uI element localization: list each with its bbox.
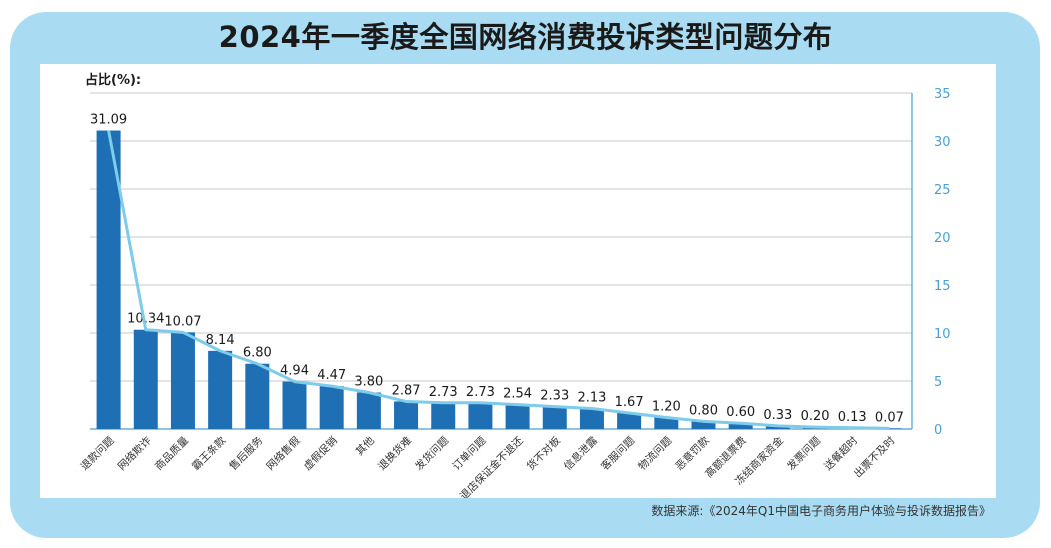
category-label: 虚假促销 xyxy=(301,434,340,473)
chart-panel: 占比(%): 0 5 10 15 20 25 30 35 31.09 退款问题 10.34 网络欺诈 10… xyxy=(40,64,996,498)
category-label: 其他 xyxy=(353,434,377,458)
data-label: 0.20 xyxy=(801,409,830,424)
bar xyxy=(691,421,716,429)
bar xyxy=(356,392,381,429)
category-label: 退店保证金不退还 xyxy=(457,434,526,498)
bar xyxy=(394,401,419,429)
data-label: 2.73 xyxy=(429,385,458,400)
data-label: 2.13 xyxy=(577,391,606,406)
category-label: 出票不及时 xyxy=(851,434,898,481)
category-label: 商品质量 xyxy=(152,434,191,473)
trend-line xyxy=(107,130,890,430)
data-label: 2.73 xyxy=(466,385,495,400)
category-label: 霸王条款 xyxy=(189,434,228,473)
bar-chart: 占比(%): 0 5 10 15 20 25 30 35 31.09 退款问题 10.34 网络欺诈 10… xyxy=(78,72,951,498)
bar xyxy=(245,363,270,429)
data-label: 0.13 xyxy=(838,410,867,425)
bar xyxy=(728,423,753,429)
data-label: 6.80 xyxy=(243,346,272,361)
bar xyxy=(765,425,790,429)
bar xyxy=(877,428,902,429)
bar xyxy=(170,332,195,429)
data-label: 0.33 xyxy=(763,408,792,423)
category-label: 退款问题 xyxy=(78,434,117,473)
y-tick-label: 15 xyxy=(934,279,951,294)
category-label: 货不对板 xyxy=(524,434,563,473)
bar xyxy=(319,386,344,429)
bar xyxy=(431,402,456,429)
category-label: 售后服务 xyxy=(227,434,266,473)
category-label: 发货问题 xyxy=(412,434,451,473)
category-label: 信息泄露 xyxy=(561,434,600,473)
data-label: 10.34 xyxy=(127,312,164,327)
bar xyxy=(617,412,642,429)
data-label: 3.80 xyxy=(354,375,383,390)
category-label: 恶意罚款 xyxy=(673,434,712,473)
category-label: 网络售假 xyxy=(264,434,303,473)
data-label: 1.20 xyxy=(652,399,681,414)
y-axis-label: 占比(%): xyxy=(85,72,141,88)
bar xyxy=(505,404,530,429)
category-label: 客服问题 xyxy=(598,434,637,473)
category-label: 退换货难 xyxy=(375,434,414,473)
y-tick-label: 5 xyxy=(934,375,942,390)
y-tick-label: 20 xyxy=(934,231,951,246)
y-tick-label: 0 xyxy=(934,423,942,438)
bar xyxy=(282,381,307,429)
bar xyxy=(654,417,679,429)
data-label: 4.47 xyxy=(317,368,346,383)
category-label: 发票问题 xyxy=(784,434,823,473)
category-label: 订单问题 xyxy=(450,434,489,473)
bar xyxy=(468,402,493,429)
y-tick-label: 10 xyxy=(934,327,951,342)
data-label: 2.54 xyxy=(503,387,532,402)
bar xyxy=(542,406,567,429)
data-label: 10.07 xyxy=(164,314,201,329)
bar xyxy=(579,408,604,429)
data-source: 数据来源:《2024年Q1中国电子商务用户体验与投诉数据报告》 xyxy=(651,504,991,518)
bar xyxy=(208,350,233,429)
data-label: 2.33 xyxy=(540,389,569,404)
category-label: 物流问题 xyxy=(636,434,675,473)
data-label: 4.94 xyxy=(280,364,309,379)
y-tick-label: 25 xyxy=(934,183,951,198)
category-label: 送餐超时 xyxy=(821,434,860,473)
data-label: 0.80 xyxy=(689,403,718,418)
y-tick-label: 35 xyxy=(934,87,951,102)
data-label: 31.09 xyxy=(90,113,127,128)
data-label: 0.07 xyxy=(875,410,904,425)
data-label: 1.67 xyxy=(615,395,644,410)
chart-title: 2024年一季度全国网络消费投诉类型问题分布 xyxy=(218,20,833,54)
y-tick-label: 30 xyxy=(934,135,951,150)
data-label: 8.14 xyxy=(206,333,235,348)
bar xyxy=(133,329,158,429)
data-label: 0.60 xyxy=(726,405,755,420)
category-label: 网络欺诈 xyxy=(115,434,154,473)
data-label: 2.87 xyxy=(392,383,421,398)
